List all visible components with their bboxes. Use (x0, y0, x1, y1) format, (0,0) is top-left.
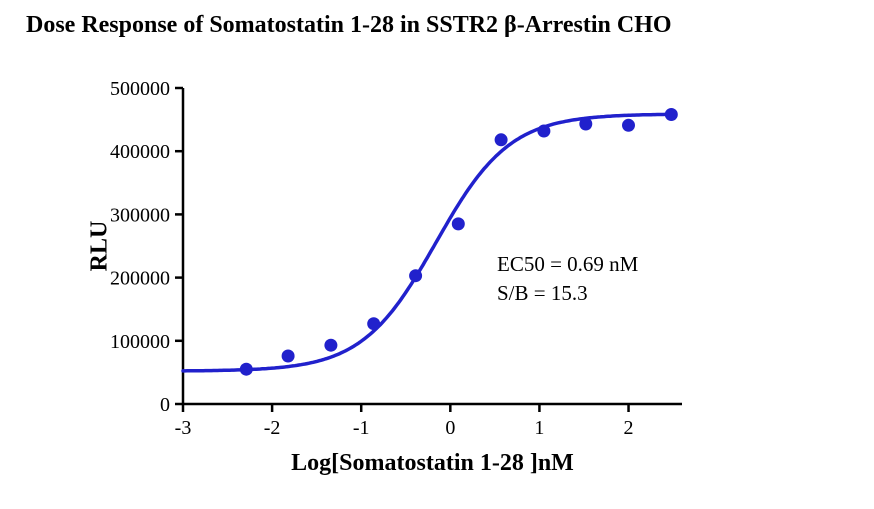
data-point (451, 217, 465, 231)
svg-text:0: 0 (445, 417, 455, 439)
data-point (664, 108, 678, 121)
fit-annotation: EC50 = 0.69 nM S/B = 15.3 (497, 250, 638, 308)
svg-text:500000: 500000 (110, 78, 170, 100)
data-point (409, 269, 423, 283)
data-point (579, 117, 593, 131)
data-point (494, 133, 508, 147)
chart-title: Dose Response of Somatostatin 1-28 in SS… (26, 12, 672, 38)
svg-text:-2: -2 (264, 417, 281, 439)
x-axis-label: Log[Somatostatin 1-28 ]nM (291, 450, 574, 476)
ec50-value: EC50 = 0.69 nM (497, 252, 639, 276)
svg-text:100000: 100000 (110, 331, 170, 353)
svg-text:-3: -3 (175, 417, 192, 439)
svg-text:2: 2 (624, 417, 634, 439)
fit-curve (181, 112, 674, 373)
data-point (239, 362, 253, 376)
svg-text:1: 1 (534, 417, 544, 439)
data-point (537, 124, 551, 138)
svg-text:-1: -1 (353, 417, 370, 439)
data-point (281, 349, 295, 363)
data-point (324, 338, 338, 352)
svg-text:200000: 200000 (110, 268, 170, 290)
svg-text:300000: 300000 (110, 204, 170, 226)
svg-text:0: 0 (160, 394, 170, 416)
data-point (622, 118, 635, 132)
svg-text:400000: 400000 (110, 141, 170, 163)
signal-to-background-value: S/B = 15.3 (497, 281, 588, 305)
data-point (367, 317, 381, 331)
